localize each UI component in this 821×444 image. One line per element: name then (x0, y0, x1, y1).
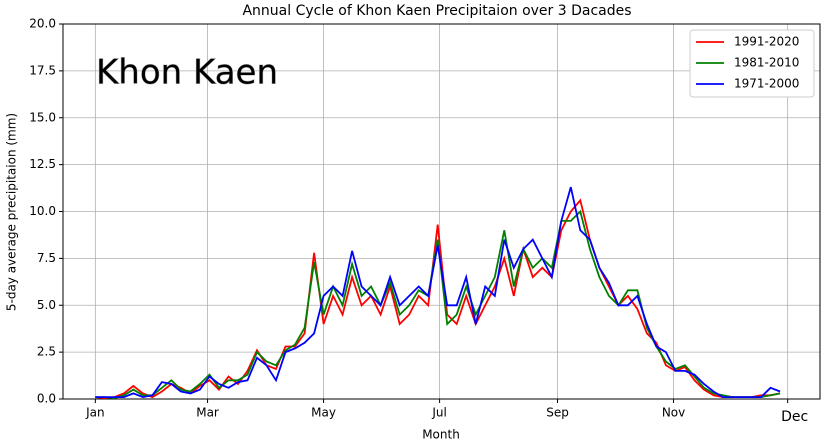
legend-label: 1981-2010 (734, 56, 799, 70)
legend-label: 1991-2020 (734, 35, 799, 49)
data-line (95, 209, 781, 400)
y-tick-label: 7.5 (37, 251, 56, 265)
y-tick-label: 5.0 (37, 298, 56, 312)
y-tick-label: 0.0 (37, 392, 56, 406)
x-tick-label: Jan (85, 406, 105, 420)
x-tick-label: May (311, 406, 336, 420)
legend-label: 1971-2000 (734, 77, 799, 91)
y-tick-label: 12.5 (29, 157, 56, 171)
x-tick-label: Mar (196, 406, 219, 420)
x-tick-label: Jul (431, 406, 446, 420)
annotation: Khon Kaen (96, 53, 278, 93)
chart-title: Annual Cycle of Khon Kaen Precipitaion o… (242, 3, 631, 19)
y-tick-label: 15.0 (29, 110, 56, 124)
x-tick-label: Dec (781, 409, 808, 425)
y-tick-label: 17.5 (29, 63, 56, 77)
x-tick-label: Sep (546, 406, 569, 420)
y-axis-label: 5-day average precipitaion (mm) (5, 113, 19, 311)
legend-box (689, 29, 815, 98)
x-tick-label: Nov (662, 406, 685, 420)
y-tick-label: 10.0 (29, 204, 56, 218)
x-axis-label: Month (422, 428, 460, 442)
y-tick-label: 20.0 (29, 17, 56, 31)
y-tick-label: 2.5 (37, 345, 56, 359)
data-line (95, 186, 781, 399)
plot-frame (62, 23, 821, 400)
data-line (95, 198, 781, 400)
